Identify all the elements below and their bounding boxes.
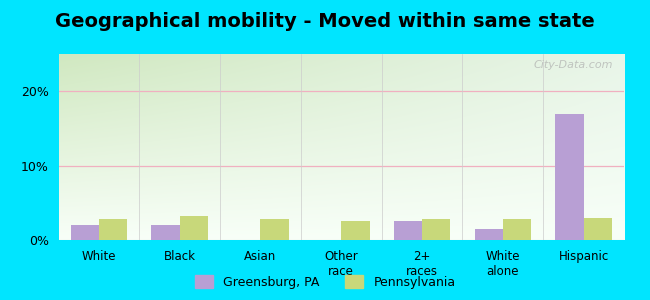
Bar (99, 219, 127, 240)
Bar (555, 113, 584, 240)
Text: City-Data.com: City-Data.com (533, 60, 613, 70)
Bar (261, 219, 289, 240)
Bar (474, 229, 503, 240)
Bar (179, 216, 208, 240)
Bar (71, 225, 99, 240)
Bar (394, 221, 422, 240)
Text: Geographical mobility - Moved within same state: Geographical mobility - Moved within sam… (55, 12, 595, 31)
Bar (341, 221, 369, 240)
Bar (151, 225, 179, 240)
Legend: Greensburg, PA, Pennsylvania: Greensburg, PA, Pennsylvania (190, 270, 460, 294)
Bar (584, 218, 612, 240)
Bar (503, 219, 531, 240)
Bar (422, 219, 450, 240)
